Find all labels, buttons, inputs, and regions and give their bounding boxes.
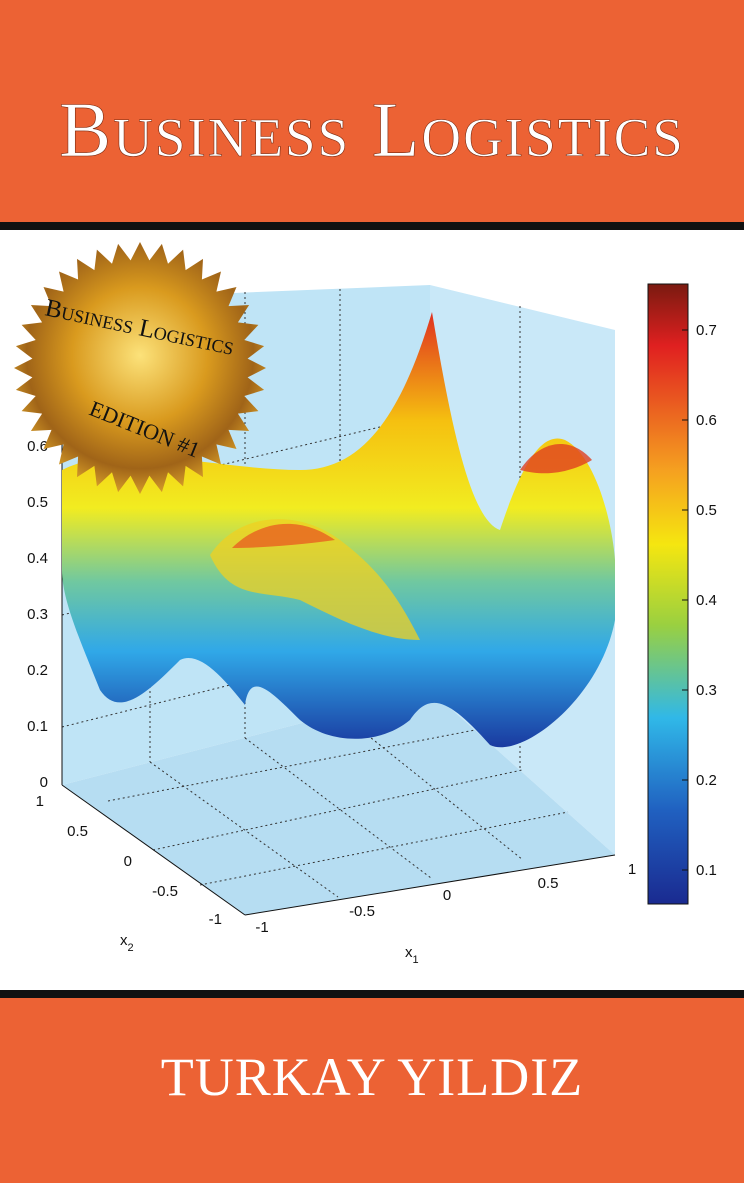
surface	[62, 312, 615, 748]
x1-tick-label: 0	[443, 887, 451, 904]
x1-tick-label: 0.5	[538, 875, 559, 892]
colorbar-tick-label: 0.3	[696, 682, 717, 699]
colorbar-tick-label: 0.7	[696, 322, 717, 339]
axis-subscript: 1	[413, 954, 419, 966]
z-tick-label: 0.2	[27, 662, 48, 679]
axis-symbol: x	[405, 944, 413, 961]
book-title: Business Logistics	[59, 86, 685, 173]
z-tick-label: 0.6	[27, 438, 48, 455]
bottom-band	[0, 998, 744, 1183]
bottom-rule	[0, 990, 744, 998]
colorbar	[647, 283, 689, 905]
colorbar-labels: 0.7 0.6 0.5 0.4 0.3 0.2 0.1	[682, 322, 717, 879]
z-tick-label: 0.1	[27, 718, 48, 735]
x2-axis-label: x2	[120, 932, 134, 954]
colorbar-tick-label: 0.1	[696, 862, 717, 879]
top-rule	[0, 222, 744, 230]
colorbar-tick-label: 0.2	[696, 772, 717, 789]
x2-tick-label: -0.5	[152, 883, 178, 900]
colorbar-tick-label: 0.6	[696, 412, 717, 429]
surface-ridge	[210, 519, 420, 640]
z-tick-label: 0.4	[27, 550, 48, 567]
x2-tick-label: 0.5	[67, 823, 88, 840]
x1-axis-label: x1	[405, 944, 419, 966]
colorbar-tick-label: 0.5	[696, 502, 717, 519]
axis-symbol: x	[120, 932, 128, 949]
x2-tick-label: 0	[124, 853, 132, 870]
axis-subscript: 2	[128, 942, 134, 954]
z-tick-label: 0.5	[27, 494, 48, 511]
axis-labels: 0 0.1 0.2 0.3 0.4 0.5 0.6 1 0.5 0 -0.5 -1 -1 -0.5 0 0.5…	[27, 438, 636, 936]
author: Turkay Yildiz	[161, 1047, 583, 1107]
colorbar-tick-label: 0.4	[696, 592, 717, 609]
surface-peak	[232, 523, 335, 548]
x1-tick-label: -0.5	[349, 903, 375, 920]
x2-tick-label: 1	[36, 793, 44, 810]
x2-tick-label: -1	[209, 911, 222, 928]
z-tick-label: 0.3	[27, 606, 48, 623]
z-tick-label: 0	[40, 774, 48, 791]
x1-tick-label: 1	[628, 861, 636, 878]
x1-tick-label: -1	[255, 919, 268, 936]
top-band	[0, 0, 744, 222]
floor	[62, 690, 615, 915]
seal	[14, 242, 266, 494]
surface-peak	[520, 443, 592, 474]
